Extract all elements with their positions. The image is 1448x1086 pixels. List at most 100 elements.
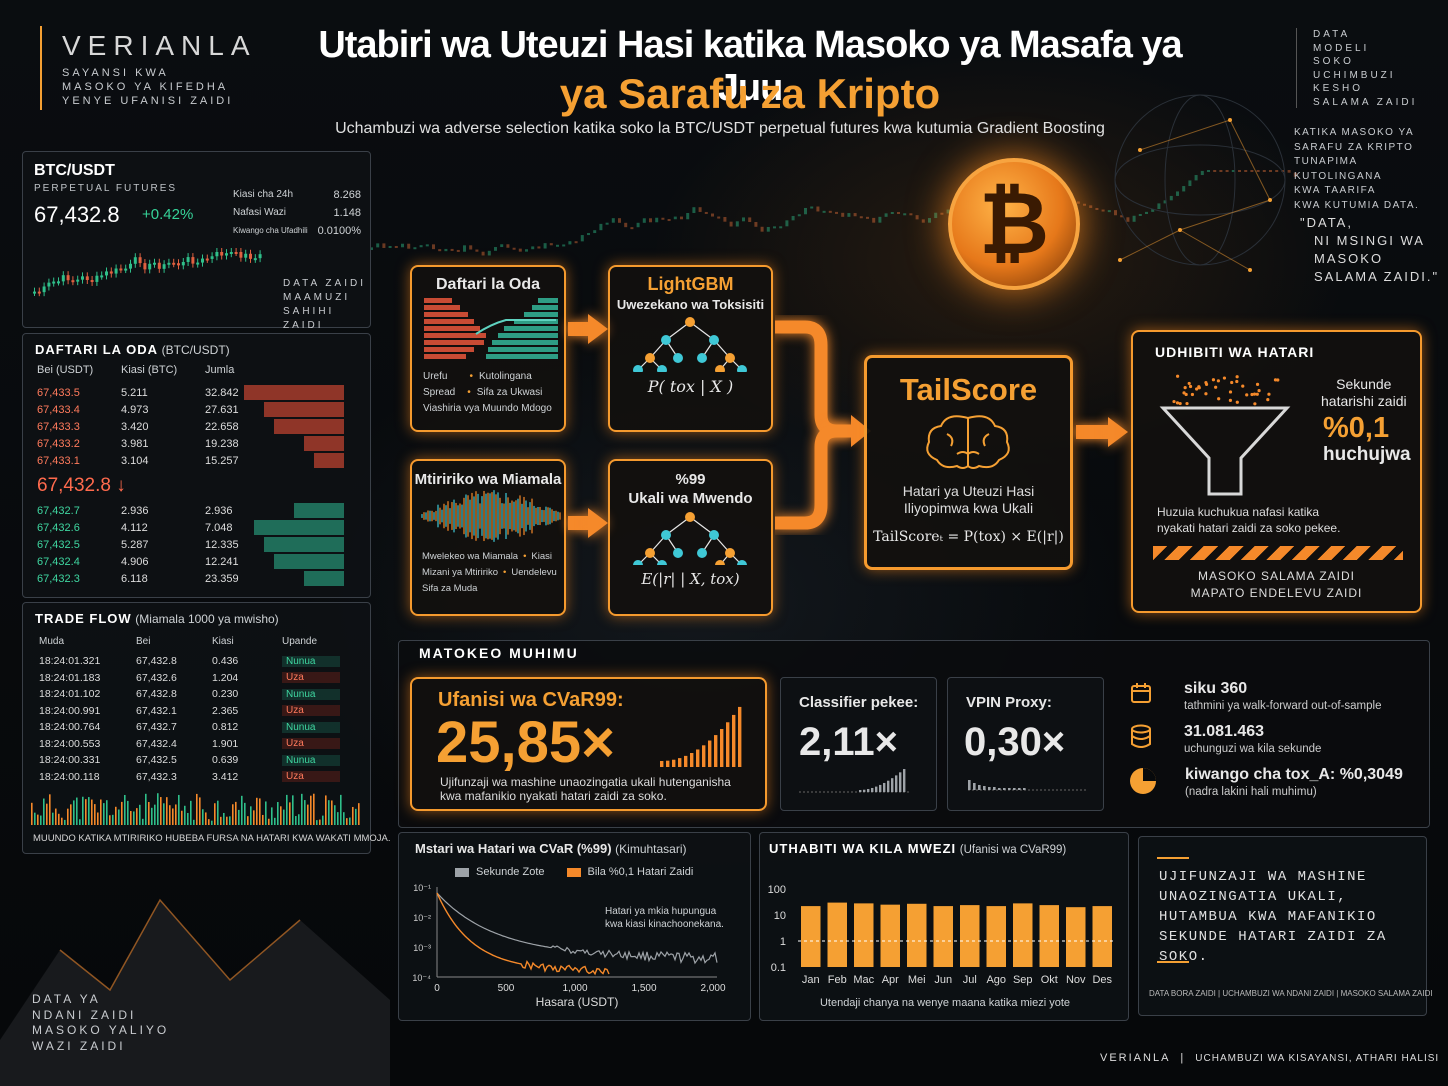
- month-bar: [960, 905, 980, 967]
- bottom-left-text: DATA YA NDANI ZAIDI MASOKO YALIYO WAZI ZAID…: [32, 992, 170, 1053]
- cvar-ytick: 10⁻⁴: [412, 973, 431, 983]
- month-ytick: 0.1: [771, 962, 786, 974]
- arrow-1-head: [588, 314, 608, 344]
- results-title: MATOKEO MUHIMU: [419, 645, 579, 661]
- vpin-card: VPIN Proxy: 0,30×: [947, 677, 1104, 811]
- classifier-card: Classifier pekee: 2,11×: [780, 677, 937, 811]
- brand-accent-line: [40, 26, 42, 110]
- ticker-panel: BTC/USDT PERPETUAL FUTURES 67,432.8 +0.4…: [22, 151, 371, 331]
- month-label: Nov: [1066, 974, 1086, 986]
- cvar-efficiency-label: Ufanisi wa CVaR99:: [438, 689, 624, 711]
- month-bar: [1092, 906, 1112, 967]
- cvar-series-all: [436, 892, 718, 965]
- page-footer: VERIANLA | UCHAMBUZI WA KISAYANSI, ATHARI …: [1100, 1052, 1440, 1064]
- cvar-chart-title: Mstari wa Hatari wa CVaR (%99) (Kimuhtas…: [415, 841, 687, 856]
- orderbook-row-bid: 67,432.3 6.118 23.359: [23, 570, 372, 587]
- risk-title: UDHIBITI WA HATARI: [1155, 344, 1315, 360]
- lightgbm-subtitle: Uwezekano wa Toksisiti: [616, 297, 765, 312]
- facts-list: siku 360 tathmini ya walk-forward out-of-…: [1128, 680, 1424, 798]
- quote-accent-top: [1157, 857, 1189, 859]
- month-label: Mac: [853, 974, 874, 986]
- fact-row: kiwango cha tox_A: %0,3049 (nadra lakini …: [1128, 766, 1424, 798]
- cvar-xtick: 2,000: [700, 983, 725, 994]
- cvar-chart-panel: Mstari wa Hatari wa CVaR (%99) (Kimuhtas…: [398, 832, 751, 1021]
- tradeflow-title: TRADE FLOW (Miamala 1000 ya mwisho): [35, 611, 279, 626]
- cvar-xtick: 1,000: [562, 983, 587, 994]
- orderbook-title: DAFTARI LA ODA (BTC/USDT): [35, 342, 230, 357]
- trades-feature-labels: Mwelekeo wa Miamala • Kiasi Mizani ya Mtir…: [422, 551, 557, 594]
- trade-row: 18:24:01.321 67,432.8 0.436 Nunua: [39, 653, 340, 670]
- tail-model-formula: E(|r| | X, tox): [641, 570, 740, 588]
- month-bar: [907, 903, 927, 967]
- tail-model-box: %99 Ukali wa Mwendo E(|r| | X, tox): [608, 459, 773, 616]
- hazard-stripe: [1153, 546, 1403, 560]
- month-label: Mei: [908, 974, 926, 986]
- month-label: Jun: [934, 974, 952, 986]
- month-bar: [986, 906, 1006, 967]
- trade-wave-icon: [421, 490, 561, 542]
- vpin-value: 0,30×: [964, 720, 1066, 764]
- arrow-2: [568, 516, 590, 530]
- orderbook-row-ask: 67,433.3 3.420 22.658: [23, 418, 372, 435]
- fact-row: siku 360 tathmini ya walk-forward out-of-…: [1128, 680, 1424, 712]
- cvar-xtick: 500: [498, 983, 515, 994]
- monthly-chart-title: UTHABITI WA KILA MWEZI (Ufanisi wa CVaR9…: [769, 841, 1067, 856]
- cvar-ytick: 10⁻³: [413, 943, 431, 953]
- monthly-chart-footer: Utendaji chanya na wenye maana katika mi…: [819, 997, 1071, 1009]
- tailscore-formula: TailScoreₜ = P(tox) × E(|r|): [873, 529, 1064, 545]
- orderbook-row-bid: 67,432.5 5.287 12.335: [23, 536, 372, 553]
- cvar-xlabel: Hasara (USDT): [536, 995, 619, 1009]
- depth-bar: [304, 436, 344, 451]
- top-right-paragraph: KATIKA MASOKO YA SARAFU ZA KRIPTO TUNAPIMA…: [1294, 127, 1420, 211]
- orderbook-row-bid: 67,432.6 4.112 7.048: [23, 519, 372, 536]
- subtitle: Uchambuzi wa adverse selection katika so…: [335, 120, 1105, 137]
- classifier-bars-icon: [799, 769, 911, 793]
- depth-bar: [274, 419, 344, 434]
- quote-footer: DATA BORA ZAIDI | UCHAMBUZI WA NDANI ZAI…: [1149, 989, 1433, 998]
- cvar-efficiency-card: Ufanisi wa CVaR99: 25,85× Ujifunzaji wa …: [410, 677, 767, 811]
- trade-row: 18:24:00.118 67,432.3 3.412 Uza: [39, 769, 340, 786]
- vpin-label: VPIN Proxy:: [966, 694, 1052, 711]
- month-label: Sep: [1013, 974, 1033, 986]
- top-right-divider: [1296, 28, 1297, 108]
- tradeflow-rows: 18:24:01.321 67,432.8 0.436 Nunua 18:24:01.1…: [39, 653, 340, 785]
- month-bar: [933, 906, 953, 967]
- ticker-type: PERPETUAL FUTURES: [34, 183, 178, 194]
- cvar-efficiency-desc: Ujifunzaji wa mashine unaozingatia ukali…: [440, 775, 731, 803]
- month-ytick: 1: [780, 936, 786, 948]
- fact-row: 31.081.463 uchunguzi wa kila sekunde: [1128, 723, 1424, 755]
- depth-bar: [244, 385, 344, 400]
- orderbook-row-bid: 67,432.7 2.936 2.936: [23, 502, 372, 519]
- risk-side-label: Sekunde hatarishi zaidi: [1321, 376, 1407, 409]
- tail-model-subtitle: Ukali wa Mwendo: [628, 490, 753, 507]
- depth-bar: [274, 554, 344, 569]
- cvar-xtick: 1,500: [631, 983, 656, 994]
- risk-control-box: UDHIBITI WA HATARI Sekunde hatarishi zaid…: [1131, 330, 1422, 613]
- network-globe-icon: [1114, 94, 1286, 272]
- orderbook-feature-box: Daftari la Oda Urefu • Kutolingana Spread •…: [410, 265, 566, 432]
- rising-bars-icon: [660, 706, 742, 767]
- month-label: Okt: [1041, 974, 1058, 986]
- top-right-words: DATA MODELI SOKO UCHIMBUZI KESHO SALAMA ZAID…: [1313, 29, 1418, 108]
- month-bar: [1039, 905, 1059, 967]
- quote-box: UJIFUNZAJI WA MASHINE UNAOZINGATIA UKALI,…: [1138, 836, 1433, 1016]
- tradeflow-volume-bars: [31, 793, 360, 825]
- title-line-1: Utabiri wa Uteuzi Hasi katika Masoko ya …: [318, 24, 1182, 109]
- orderbook-bids: 67,432.7 2.936 2.936 67,432.6 4.112 7.048 67,4…: [23, 502, 372, 587]
- lightgbm-box: LightGBM Uwezekano wa Toksisiti P( tox |…: [608, 265, 773, 432]
- tailscore-desc: Hatari ya Uteuzi Hasi Iliyopimwa kwa Ukal…: [902, 483, 1035, 516]
- orderbook-mid-price: 67,432.8 ↓: [37, 475, 126, 496]
- orderbook-row-bid: 67,432.4 4.906 12.241: [23, 553, 372, 570]
- orderbook-row-ask: 67,433.1 3.104 15.257: [23, 452, 372, 469]
- arrow-3: [1076, 425, 1110, 439]
- top-right-quote: "DATA, NI MSINGI WA MASOKO SALAMA ZAIDI.": [1300, 215, 1440, 284]
- month-ytick: 10: [774, 910, 786, 922]
- ticker-candle-chart: [33, 248, 262, 297]
- depth-bar: [294, 503, 344, 518]
- month-bar: [1066, 907, 1086, 967]
- monthly-chart-panel: UTHABITI WA KILA MWEZI (Ufanisi wa CVaR9…: [759, 832, 1129, 1021]
- tailscore-title: TailScore: [899, 372, 1038, 407]
- vpin-bars-icon: [968, 780, 1088, 791]
- arrow-2-head: [588, 508, 608, 538]
- cvar-efficiency-value: 25,85×: [436, 710, 616, 775]
